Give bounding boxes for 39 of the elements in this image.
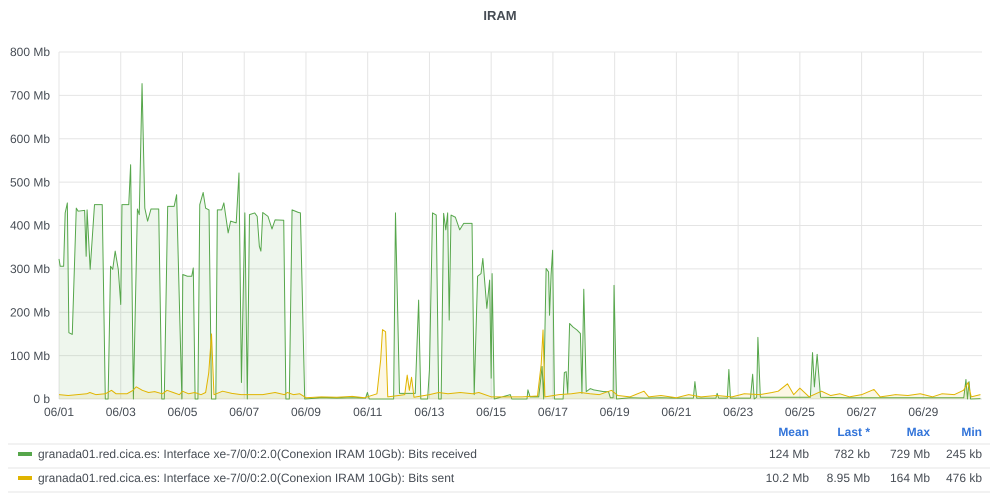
text: Mean [778, 425, 809, 439]
x-tick-label: 06/11 [353, 405, 383, 419]
legend-label: granada01.red.cica.es: Interface xe-7/0/0:2.0(Conexion IRAM 10Gb): Bits sent [38, 471, 455, 485]
y-tick-label: 200 Mb [10, 305, 50, 320]
x-tick-label: 06/29 [908, 405, 939, 419]
y-tick-label: 400 Mb [10, 218, 50, 233]
y-tick-label: 600 Mb [10, 132, 50, 146]
text: 245 kb [946, 447, 982, 461]
x-tick-label: 06/23 [723, 405, 754, 419]
x-tick-label: 06/09 [290, 405, 322, 419]
x-tick-label: 06/17 [538, 405, 568, 419]
legend-label: granada01.red.cica.es: Interface xe-7/0/0:2.0(Conexion IRAM 10Gb): Bits received [38, 447, 477, 461]
y-tick-label: 800 Mb [10, 45, 50, 60]
text: 729 Mb [890, 447, 930, 461]
text: 8.95 Mb [826, 471, 870, 485]
x-tick-label: 06/13 [414, 405, 445, 419]
x-tick-label: 06/07 [229, 405, 260, 419]
text: 124 Mb [768, 447, 810, 461]
x-tick-label: 06/01 [44, 405, 74, 419]
text: Min [961, 425, 982, 439]
y-tick-label: 100 Mb [10, 348, 50, 363]
x-tick-label: 06/15 [476, 405, 507, 419]
text: Max [906, 425, 930, 439]
x-tick-label: 06/03 [106, 405, 136, 419]
text: Last * [837, 425, 870, 439]
y-tick-label: 0 b [33, 392, 50, 406]
x-tick-label: 06/19 [600, 405, 630, 419]
y-tick-label: 500 Mb [10, 175, 50, 190]
y-tick-label: 700 Mb [10, 88, 50, 103]
x-tick-label: 06/27 [846, 405, 877, 419]
chart-title: IRAM [483, 8, 517, 23]
text: 164 Mb [890, 471, 930, 485]
x-tick-label: 06/21 [661, 405, 692, 419]
text: 476 kb [946, 471, 982, 485]
x-tick-label: 06/05 [167, 405, 198, 419]
text: 10.2 Mb [766, 471, 810, 485]
x-tick-label: 06/25 [784, 405, 816, 419]
y-tick-label: 300 Mb [10, 262, 50, 276]
text: 782 kb [834, 447, 870, 461]
